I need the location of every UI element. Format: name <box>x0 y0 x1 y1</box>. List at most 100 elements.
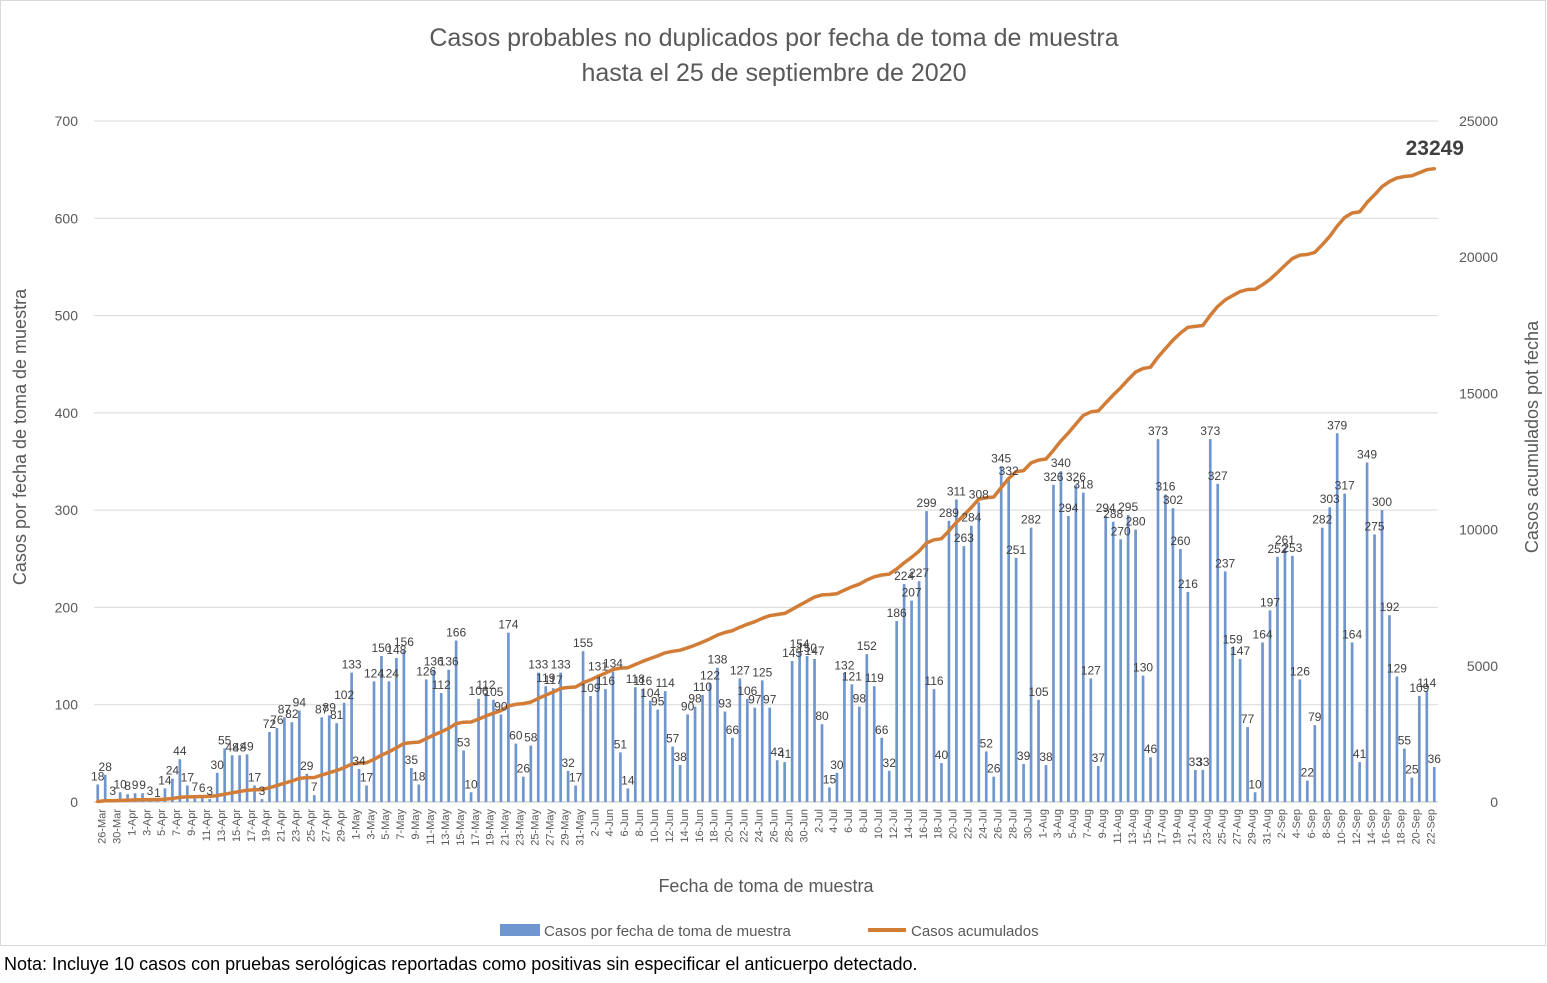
bar-value-label: 237 <box>1215 556 1235 570</box>
bar-value-label: 97 <box>748 693 762 707</box>
bar-value-label: 303 <box>1320 492 1340 506</box>
right-axis-title: Casos acumulados pot fecha <box>1522 320 1542 553</box>
bar <box>1358 762 1361 802</box>
bar <box>678 765 682 802</box>
bar-value-label: 138 <box>707 653 727 667</box>
x-tick-label: 26-Jun <box>769 809 781 843</box>
x-tick-label: 16-Jun <box>694 809 706 843</box>
x-tick-label: 20-Jul <box>948 809 960 839</box>
bar-value-label: 261 <box>1275 533 1295 547</box>
bar <box>499 714 503 802</box>
bar-value-label: 349 <box>1357 447 1377 461</box>
right-tick-label: 25000 <box>1459 113 1498 129</box>
bar-value-label: 117 <box>544 673 563 687</box>
x-tick-label: 3-Apr <box>141 809 153 836</box>
bar <box>1052 484 1055 802</box>
x-tick-label: 2-Sep <box>1276 809 1288 838</box>
bar-value-label: 282 <box>1021 513 1041 527</box>
legend-bar-swatch <box>500 924 540 936</box>
bar-value-label: 317 <box>1335 479 1355 493</box>
bar-value-label: 166 <box>446 626 466 640</box>
bar <box>1201 769 1205 802</box>
bar-value-label: 24 <box>166 764 180 778</box>
right-tick-label: 15000 <box>1459 385 1498 401</box>
bar <box>447 669 451 802</box>
chart-subtitle: hasta el 25 de septiembre de 2020 <box>582 59 967 87</box>
bar <box>656 709 660 802</box>
bar <box>1119 539 1123 802</box>
bar <box>790 660 794 802</box>
bar-value-label: 97 <box>763 693 777 707</box>
bar <box>611 671 615 802</box>
x-tick-label: 1-May <box>350 809 362 840</box>
bar-value-label: 275 <box>1365 519 1385 533</box>
bar <box>1223 571 1227 802</box>
bar-value-label: 43 <box>771 745 785 759</box>
bar <box>865 654 869 802</box>
bar-value-label: 39 <box>1017 749 1031 763</box>
bar <box>977 502 981 802</box>
x-tick-label: 9-Aug <box>1097 809 1109 838</box>
bar <box>297 710 301 802</box>
bar-value-label: 122 <box>700 668 720 682</box>
bar <box>1432 766 1436 802</box>
x-tick-label: 20-Sep <box>1411 809 1423 844</box>
bar <box>716 667 719 802</box>
x-tick-label: 26-Jul <box>993 809 1005 839</box>
bar-value-label: 282 <box>1312 513 1332 527</box>
x-tick-label: 2-Jul <box>813 809 825 833</box>
bar-value-label: 36 <box>1428 752 1442 766</box>
bar-value-label: 127 <box>1081 663 1101 677</box>
bar <box>895 621 899 802</box>
bar-value-label: 112 <box>432 678 451 692</box>
bar-value-label: 125 <box>752 665 772 679</box>
bar <box>521 776 525 802</box>
bar-value-label: 66 <box>726 723 740 737</box>
bar-value-label: 126 <box>416 664 436 678</box>
bar <box>828 787 831 802</box>
x-tick-label: 17-Apr <box>246 809 258 842</box>
x-tick-label: 28-Jun <box>783 809 795 843</box>
bar <box>1141 675 1145 802</box>
line-series <box>95 166 1437 804</box>
bar-value-label: 37 <box>1092 751 1106 765</box>
x-axis-ticks: 26-Mar 30-Mar 1-Apr 3-Apr 5-Apr 7-Apr 9-Apr 11-… <box>97 809 1438 846</box>
bar-value-label: 87 <box>278 702 292 716</box>
bar <box>1216 483 1220 802</box>
right-tick-label: 20000 <box>1459 249 1498 265</box>
x-tick-label: 6-Sep <box>1306 809 1318 838</box>
bar-value-label: 81 <box>330 708 344 722</box>
bar <box>1276 556 1279 802</box>
bar <box>701 694 704 802</box>
bar <box>775 760 779 802</box>
bar <box>932 689 936 802</box>
bar-value-label: 104 <box>640 686 660 700</box>
bar <box>566 770 570 802</box>
bar-value-label: 3 <box>259 784 266 798</box>
bar <box>335 723 339 802</box>
x-tick-label: 13-Aug <box>1127 809 1139 844</box>
x-tick-label: 26-Mar <box>97 809 109 844</box>
left-tick-label: 100 <box>55 697 79 713</box>
bar-value-label: 150 <box>797 641 817 655</box>
bar-value-label: 35 <box>405 753 419 767</box>
x-tick-label: 18-Jul <box>933 809 945 839</box>
x-tick-label: 5-May <box>380 809 392 840</box>
bar <box>1268 610 1272 802</box>
x-tick-label: 10-Jun <box>649 809 661 843</box>
x-tick-label: 1-Aug <box>1037 809 1049 838</box>
bar <box>514 743 518 802</box>
bar-value-label: 94 <box>293 696 307 710</box>
bar-value-label: 270 <box>1111 524 1131 538</box>
left-tick-label: 0 <box>70 794 78 810</box>
x-tick-label: 8-Sep <box>1321 809 1333 838</box>
x-tick-label: 25-Aug <box>1217 809 1229 844</box>
x-tick-label: 12-Sep <box>1351 809 1363 844</box>
bar-value-label: 147 <box>1230 644 1250 658</box>
bar-value-label: 32 <box>883 756 897 770</box>
bar <box>312 795 316 802</box>
bar <box>439 693 443 802</box>
bar-value-label: 79 <box>1308 710 1322 724</box>
bar-value-label: 48 <box>233 740 247 754</box>
bar <box>850 684 854 802</box>
